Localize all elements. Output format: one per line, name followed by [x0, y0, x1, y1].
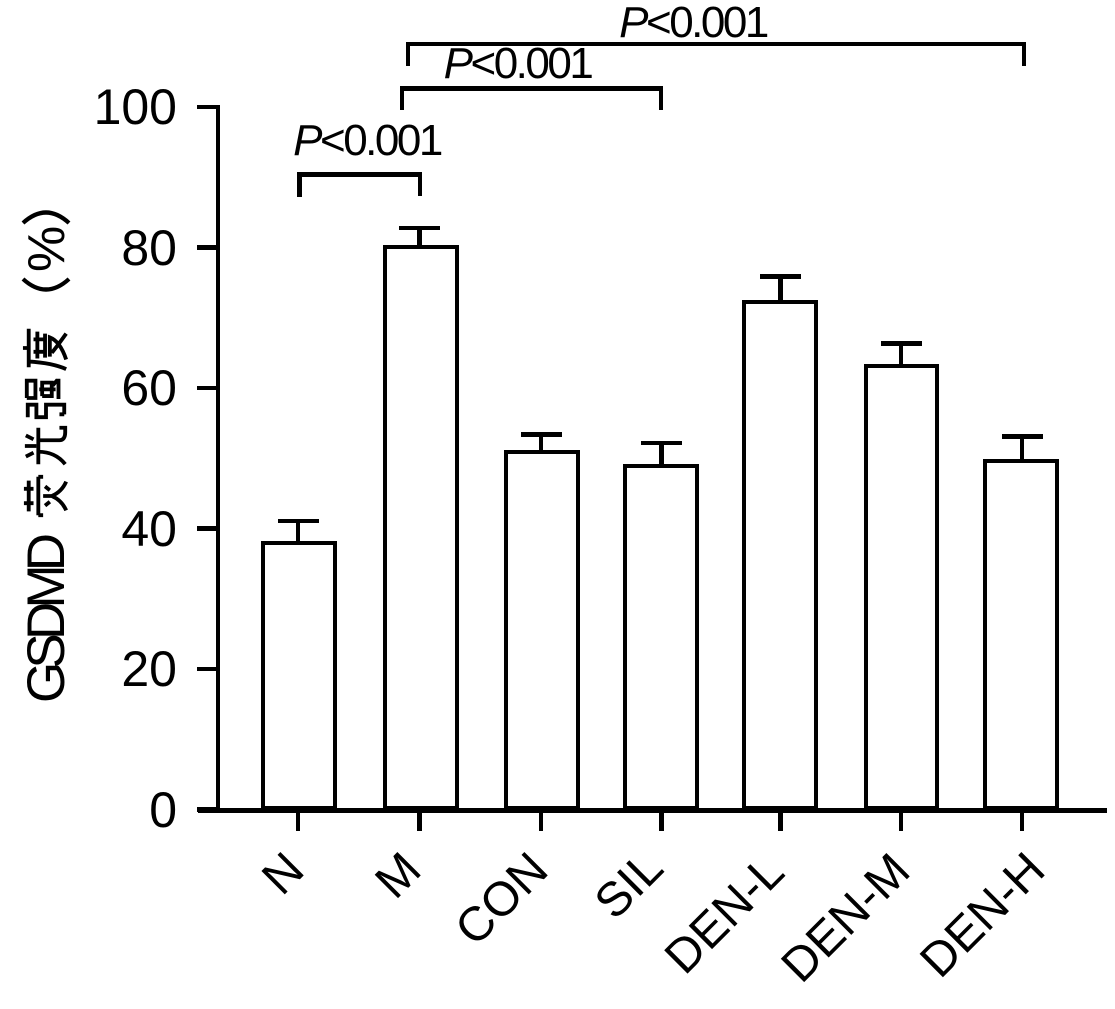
svg-text:GSDMD: GSDMD [17, 535, 76, 703]
svg-text:%: % [18, 226, 76, 272]
